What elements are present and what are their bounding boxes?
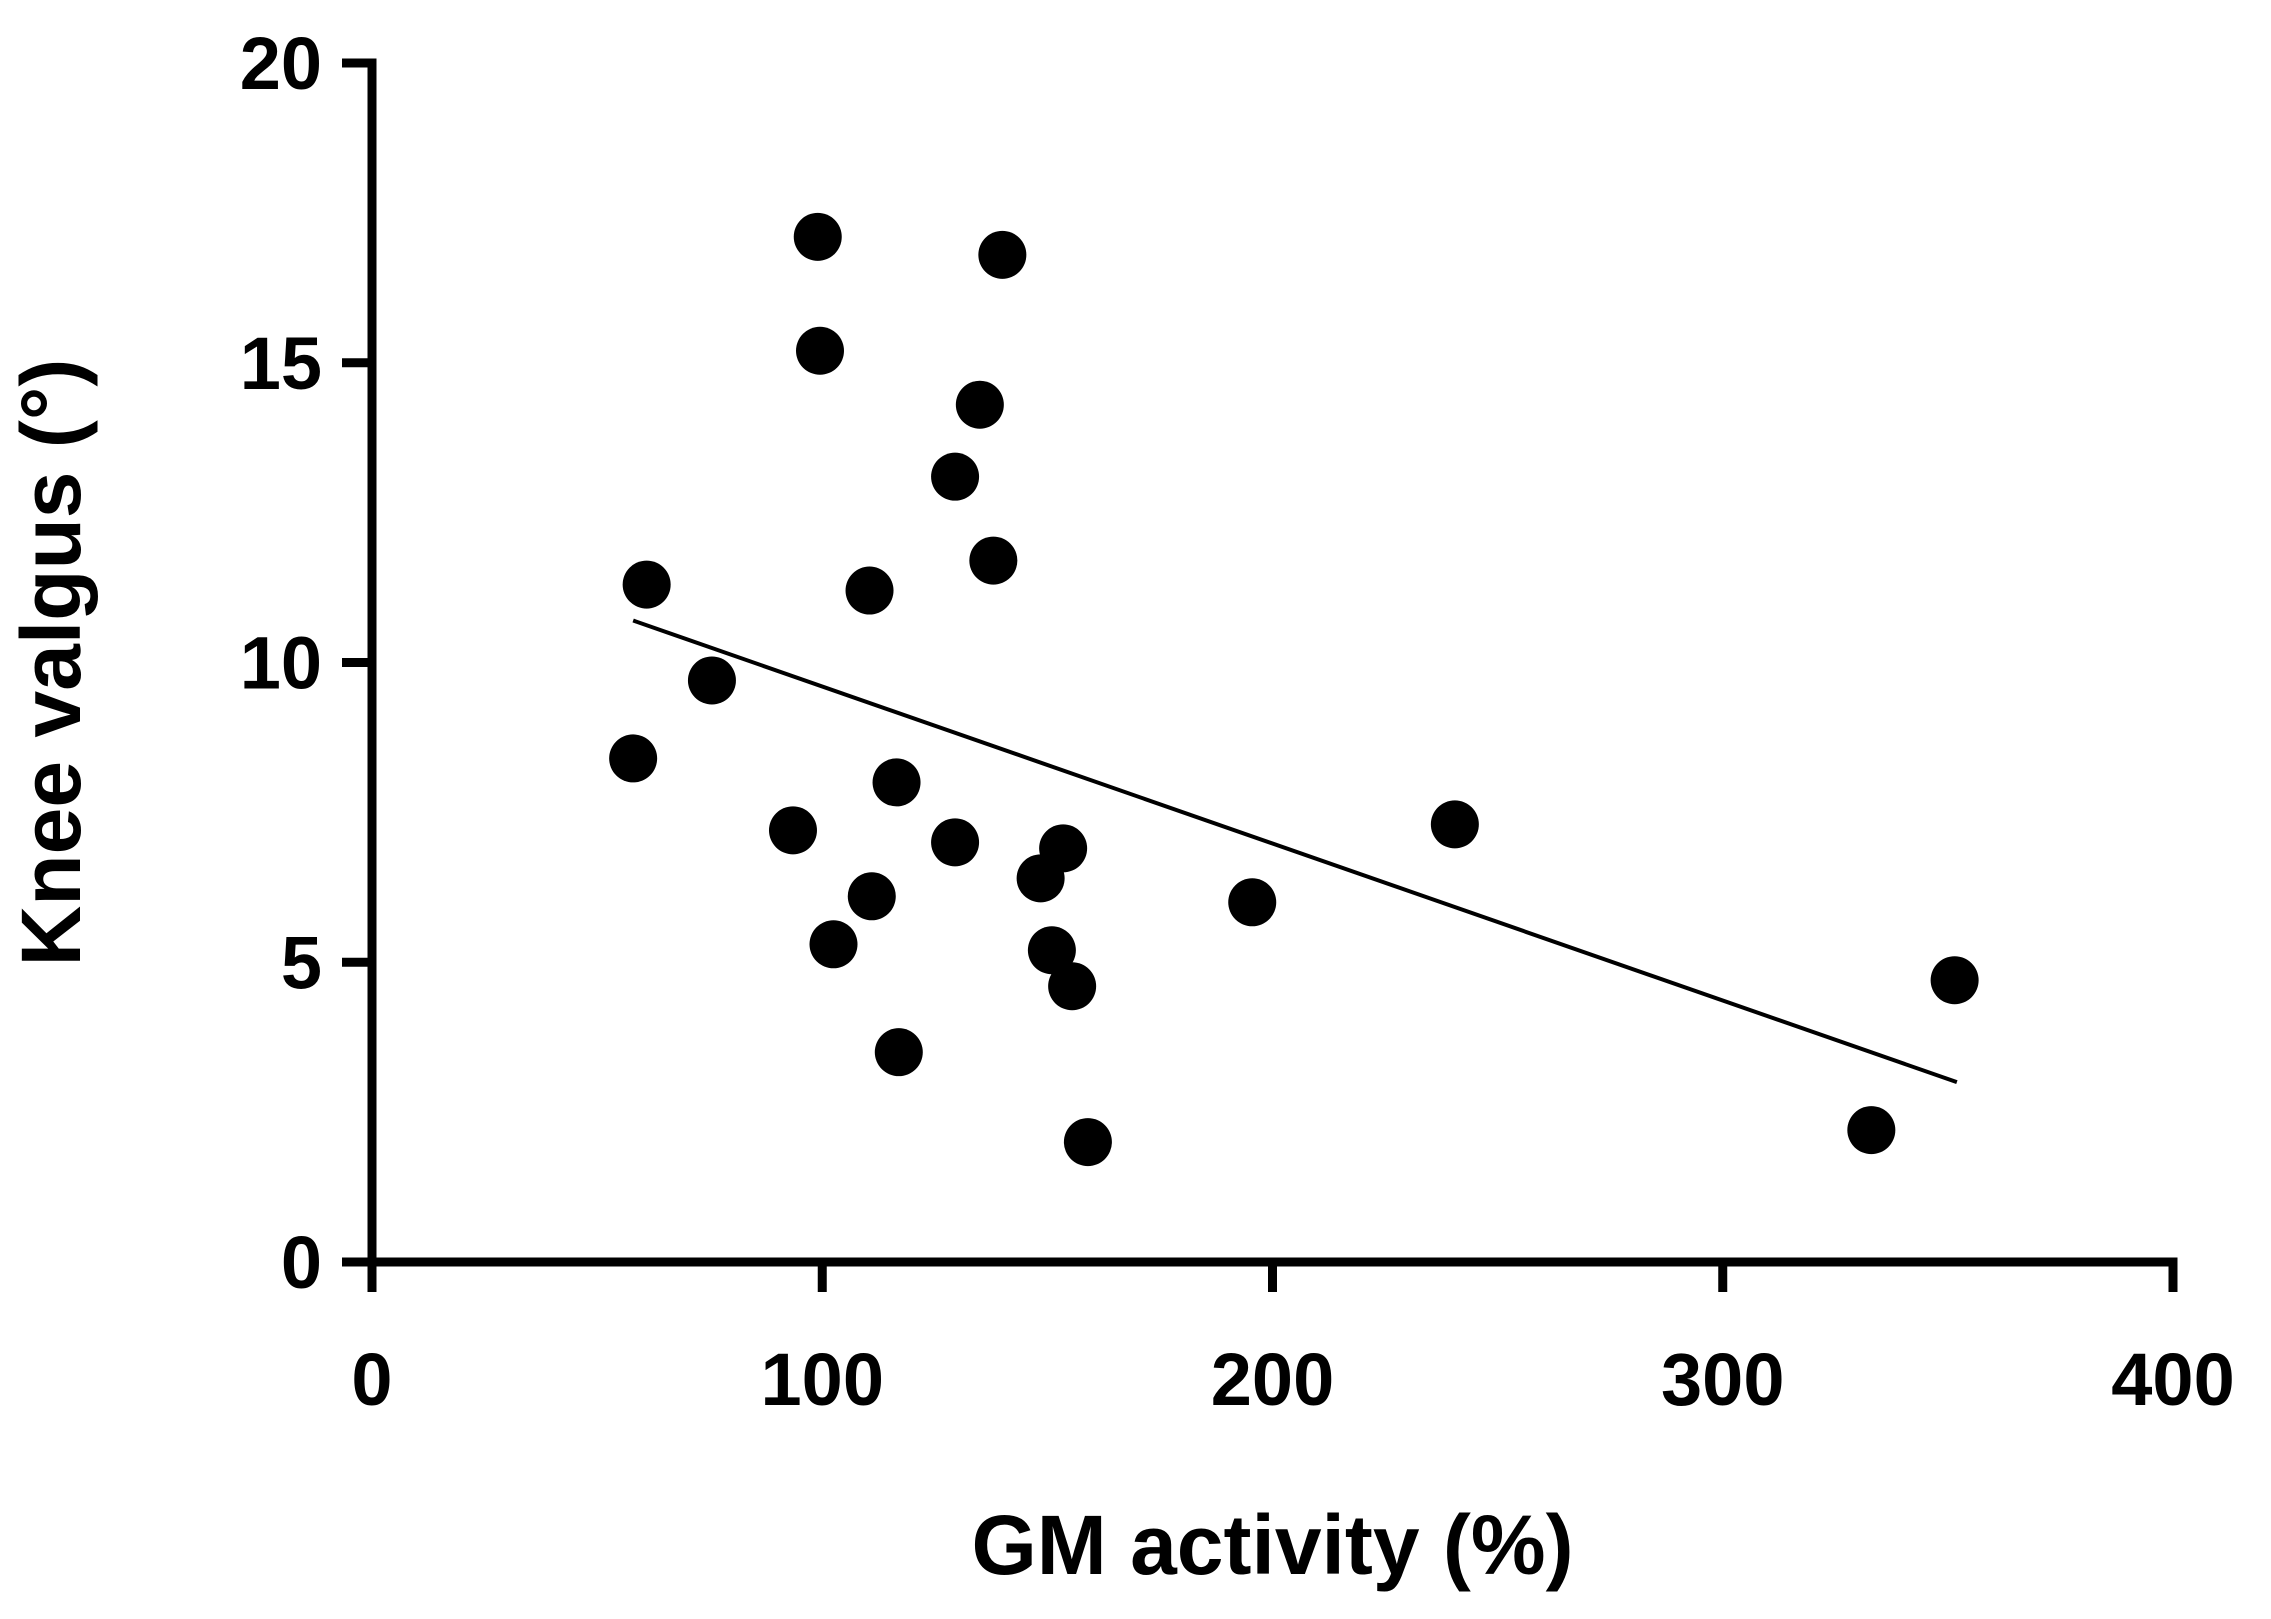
data-points: [609, 212, 1979, 1167]
data-point: [1048, 962, 1097, 1011]
data-point: [793, 212, 842, 261]
y-tick-label: 20: [240, 22, 322, 105]
data-point: [622, 560, 671, 609]
y-tick-label: 0: [281, 1221, 322, 1304]
data-point: [1027, 926, 1076, 975]
y-tick-label: 5: [281, 921, 322, 1004]
x-tick-label: 400: [2111, 1338, 2234, 1421]
axes: [367, 58, 2178, 1267]
x-tick-label: 100: [761, 1338, 884, 1421]
y-tick-label: 15: [240, 322, 322, 405]
y-axis-title: Knee valgus (°): [4, 359, 98, 967]
data-point: [1847, 1106, 1896, 1155]
data-point: [687, 656, 736, 705]
data-point: [874, 1028, 923, 1077]
trendline-group: [632, 618, 1958, 1085]
data-point: [931, 818, 980, 867]
data-point: [1930, 956, 1979, 1005]
data-point: [795, 326, 844, 375]
data-point: [1430, 800, 1479, 849]
x-axis-title: GM activity (%): [971, 1498, 1573, 1592]
data-point: [768, 806, 817, 855]
data-point: [609, 734, 658, 783]
x-tick-label: 300: [1661, 1338, 1784, 1421]
data-point: [955, 380, 1004, 429]
data-point: [809, 920, 858, 969]
y-ticks: 0 5 10 15 20: [240, 22, 372, 1304]
data-point: [1228, 878, 1277, 927]
trendline: [632, 618, 1958, 1085]
data-point: [1063, 1118, 1112, 1167]
data-point: [969, 536, 1018, 585]
data-point: [845, 566, 894, 615]
x-tick-label: 0: [351, 1338, 392, 1421]
data-point: [847, 872, 896, 921]
y-tick-label: 10: [240, 622, 322, 705]
x-tick-label: 200: [1211, 1338, 1334, 1421]
data-point: [931, 452, 980, 501]
data-point: [1016, 854, 1065, 903]
x-ticks: 0 100 200 300 400: [351, 1262, 2235, 1421]
data-point: [872, 758, 921, 807]
data-point: [978, 230, 1027, 279]
